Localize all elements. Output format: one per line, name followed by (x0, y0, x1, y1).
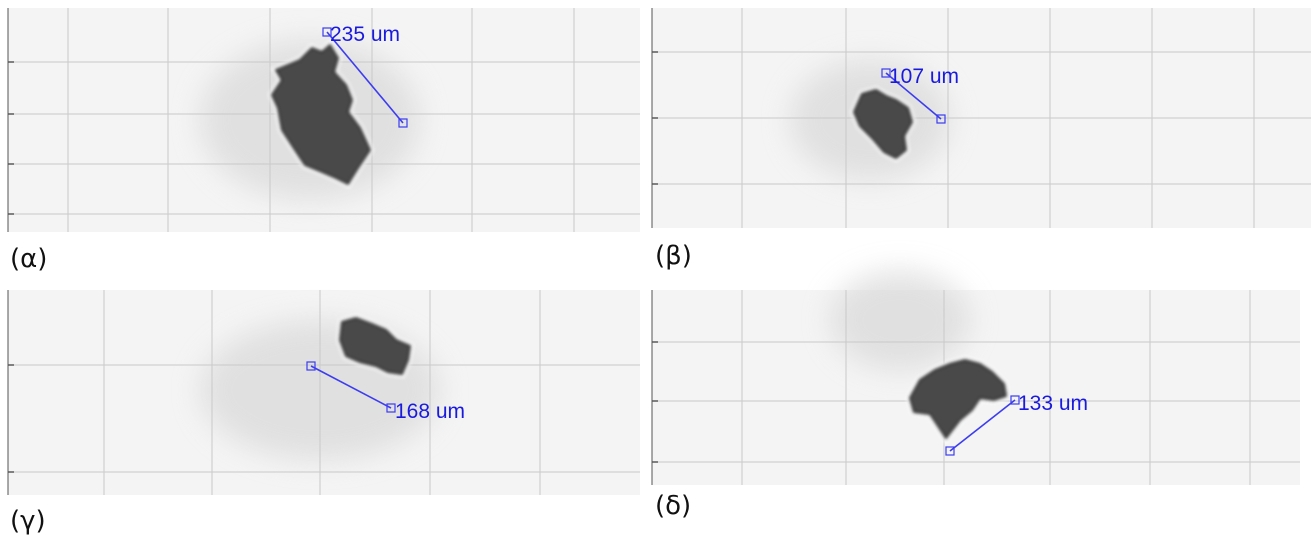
panel-label: (α) (10, 244, 47, 274)
panel-label: (δ) (655, 491, 691, 521)
measurement-label: 133 um (1018, 392, 1088, 415)
measurement-label: 235 um (330, 23, 400, 46)
figure: 235 um (α) 107 um (β) 168 um (γ) 133 um (δ) (0, 0, 1311, 536)
panel-label: (γ) (10, 506, 46, 536)
panel: 168 um (γ) (8, 290, 640, 536)
haze (830, 270, 970, 370)
panel-label: (β) (655, 241, 692, 271)
measurement-label: 107 um (889, 65, 959, 88)
measurement-label: 168 um (395, 400, 465, 423)
panel: 235 um (α) (8, 8, 640, 274)
panel: 133 um (δ) (652, 270, 1300, 521)
panel: 107 um (β) (652, 8, 1311, 271)
